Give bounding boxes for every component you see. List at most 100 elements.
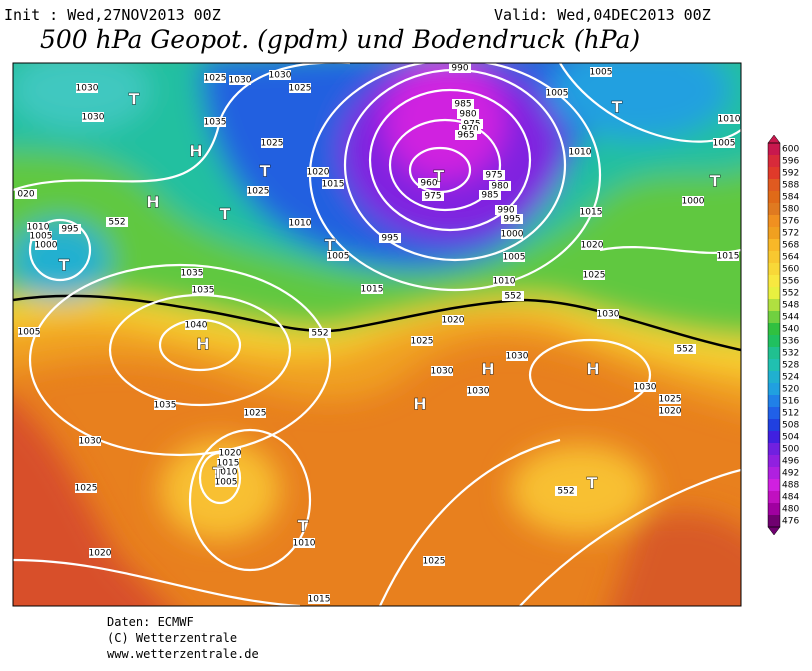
colorbar-label: 500 bbox=[782, 445, 799, 455]
isobar-label: 1015 bbox=[308, 595, 331, 605]
isobar-label-bg bbox=[718, 114, 740, 124]
colorbar-cell bbox=[768, 251, 780, 263]
isobar-label: 995 bbox=[61, 225, 78, 235]
colorbar-cell bbox=[768, 443, 780, 455]
isobar-label: 1005 bbox=[215, 478, 238, 488]
isobar-label: 1035 bbox=[192, 286, 215, 296]
footer-copyright: (C) Wetterzentrale bbox=[107, 631, 237, 645]
isobar-label-bg bbox=[569, 147, 591, 157]
isobar-label-bg bbox=[659, 406, 681, 416]
isobar-label-bg bbox=[506, 351, 528, 361]
isobar-label-bg bbox=[379, 233, 401, 243]
isobar-label-bg bbox=[493, 276, 515, 286]
colorbar-cell bbox=[768, 179, 780, 191]
colorbar-cell bbox=[768, 371, 780, 383]
isobar-label-bg bbox=[35, 240, 57, 250]
isobar-label-bg bbox=[634, 382, 656, 392]
isobar-label-bg bbox=[580, 207, 602, 217]
isobar-label-bg bbox=[192, 285, 214, 295]
isobar-label: 1010 bbox=[493, 277, 516, 287]
colorbar-frame bbox=[767, 142, 781, 528]
colorbar-cell bbox=[768, 287, 780, 299]
colorbar-cell bbox=[768, 155, 780, 167]
colorbar-cell bbox=[768, 347, 780, 359]
map-title: 500 hPa Geopot. (gpdm) und Bodendruck (h… bbox=[40, 25, 640, 54]
isobar-label: 1010 bbox=[215, 468, 238, 478]
isobar-label: 1005 bbox=[503, 253, 526, 263]
isobar-label: 990 bbox=[451, 64, 468, 74]
colorbar-cell bbox=[768, 263, 780, 275]
isobar-label-bg bbox=[82, 112, 104, 122]
isobar-label: 980 bbox=[459, 110, 476, 120]
isobar-label: 1030 bbox=[506, 352, 529, 362]
pressure-center: T bbox=[434, 167, 445, 186]
pressure-center: T bbox=[710, 172, 721, 191]
isobar-label-bg bbox=[422, 191, 444, 201]
isobar-label: 1010 bbox=[718, 115, 741, 125]
isobar-label: 1030 bbox=[597, 310, 620, 320]
colorbar-label: 580 bbox=[782, 205, 799, 215]
isobar-label-bg bbox=[682, 196, 704, 206]
isobar-label: 1030 bbox=[269, 71, 292, 81]
colorbar-label: 584 bbox=[782, 193, 799, 203]
isobar-label-bg bbox=[289, 83, 311, 93]
pressure-center: T bbox=[220, 205, 231, 224]
isobar-label: 1020 bbox=[89, 549, 112, 559]
isobar-label-bg bbox=[154, 400, 176, 410]
isobar-label-bg bbox=[590, 67, 612, 77]
isobar-label-bg bbox=[15, 189, 37, 199]
isobar-label: 990 bbox=[497, 206, 514, 216]
isobar-label-bg bbox=[457, 109, 479, 119]
isobar-label-bg bbox=[322, 179, 344, 189]
isobar-label: 1035 bbox=[154, 401, 177, 411]
isobar-label-bg bbox=[27, 222, 49, 232]
isobar-label-bg bbox=[411, 336, 433, 346]
isobar-label-bg bbox=[75, 483, 97, 493]
isobar-label: 1010 bbox=[569, 148, 592, 158]
isobar-label-bg bbox=[181, 268, 203, 278]
colorbar-label: 588 bbox=[782, 181, 799, 191]
pressure-center: H bbox=[586, 360, 599, 379]
isobar-label-bg bbox=[479, 190, 501, 200]
pressure-center: T bbox=[298, 517, 309, 536]
isobar-label-bg bbox=[204, 73, 226, 83]
pressure-center: T bbox=[129, 90, 140, 109]
isobar-label: 1025 bbox=[411, 337, 434, 347]
colorbar-label: 568 bbox=[782, 241, 799, 251]
colorbar-label: 484 bbox=[782, 493, 799, 503]
isobar-label-bg bbox=[495, 205, 517, 215]
map-frame bbox=[12, 62, 742, 607]
isobar-label-bg bbox=[79, 436, 101, 446]
isobar-label: 1025 bbox=[244, 409, 267, 419]
isobar-label: 020 bbox=[17, 190, 34, 200]
field-yellow-low bbox=[160, 440, 280, 540]
isobar-label: 1035 bbox=[204, 118, 227, 128]
isobar-label-bg bbox=[89, 548, 111, 558]
isobar-label: 1015 bbox=[717, 252, 740, 262]
isobar-label-bg bbox=[483, 170, 505, 180]
colorbar-cell bbox=[768, 479, 780, 491]
isobar-label-bg bbox=[583, 270, 605, 280]
colorbar-cell bbox=[768, 407, 780, 419]
colorbar-cell bbox=[768, 323, 780, 335]
isobar-label-bg bbox=[361, 284, 383, 294]
isobar-label-bg bbox=[59, 224, 81, 234]
pressure-center: T bbox=[587, 474, 598, 493]
isobar-label-bg bbox=[261, 138, 283, 148]
isobar-label: 1025 bbox=[659, 395, 682, 405]
isobar-label: 1030 bbox=[82, 113, 105, 123]
colorbar-cell bbox=[768, 491, 780, 503]
colorbar-cell bbox=[768, 335, 780, 347]
colorbar-label: 488 bbox=[782, 481, 799, 491]
isobar-label: 1025 bbox=[423, 557, 446, 567]
colorbar-label: 548 bbox=[782, 301, 799, 311]
isobar-label: 1015 bbox=[361, 285, 384, 295]
colorbar-label: 492 bbox=[782, 469, 799, 479]
isobar-label: 1010 bbox=[27, 223, 50, 233]
colorbar-label: 540 bbox=[782, 325, 799, 335]
colorbar-cell bbox=[768, 359, 780, 371]
isobar-label-bg bbox=[674, 344, 696, 354]
isobar-label: 1030 bbox=[634, 383, 657, 393]
